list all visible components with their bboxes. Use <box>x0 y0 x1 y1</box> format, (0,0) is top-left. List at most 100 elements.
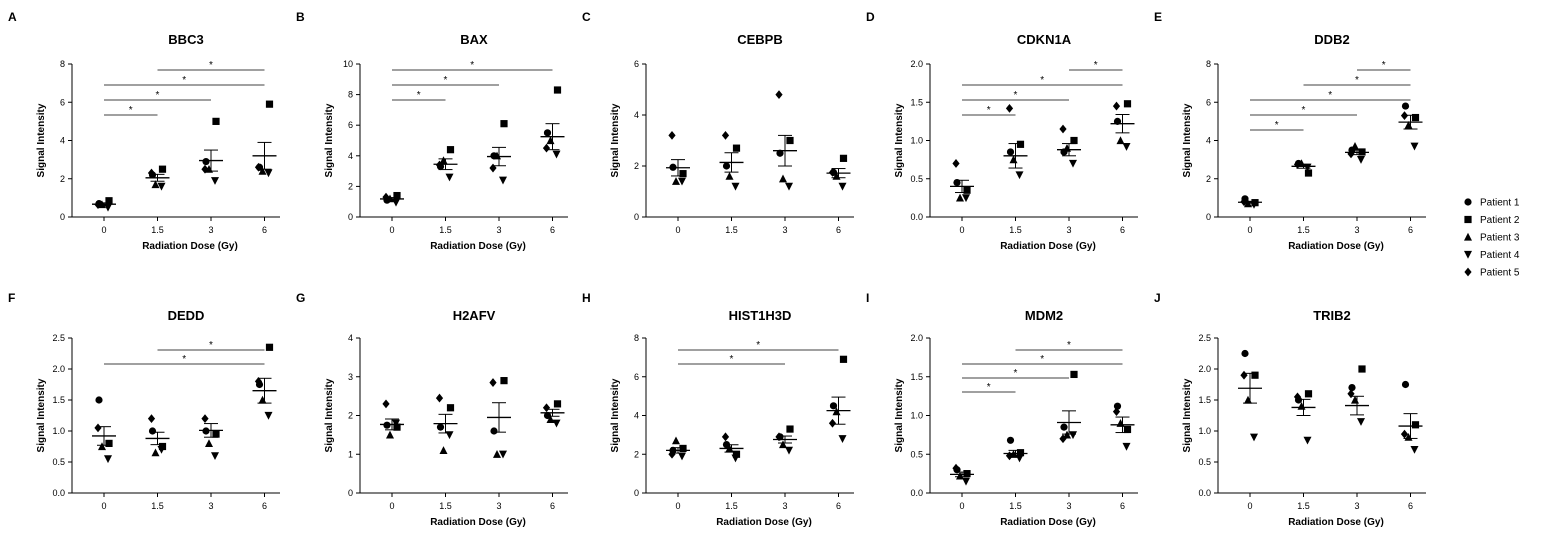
data-point <box>212 117 220 125</box>
data-point <box>785 182 793 191</box>
data-point <box>963 186 971 194</box>
y-tick-label: 8 <box>60 59 65 69</box>
data-point <box>829 402 838 410</box>
data-point <box>1005 451 1014 461</box>
data-point <box>147 168 156 178</box>
data-point <box>1303 163 1312 172</box>
y-tick-label: 0.0 <box>910 488 923 498</box>
legend-marker <box>1464 215 1472 224</box>
panel-letter: H <box>582 291 591 305</box>
data-point <box>672 436 680 445</box>
chart-panel-J: J TRIB2 0.0 0.5 1.0 1.5 2.0 2.5 0 1.5 3 6 Radiation … <box>1154 291 1426 528</box>
data-point <box>1070 370 1078 379</box>
chart-panel-A: A BBC3 0 2 4 6 8 0 1.5 3 6 Radiation Dose (Gy) Signa… <box>8 10 280 252</box>
y-tick-label: 1.0 <box>1198 426 1211 436</box>
y-tick-label: 2.0 <box>910 59 923 69</box>
data-point <box>445 173 454 182</box>
data-point <box>1122 143 1131 151</box>
legend-marker <box>1464 198 1472 206</box>
data-point <box>732 450 741 458</box>
data-point <box>211 177 219 185</box>
y-tick-label: 6 <box>60 97 65 107</box>
x-axis-label: Radiation Dose (Gy) <box>430 517 526 528</box>
data-point <box>552 419 561 428</box>
data-point <box>151 180 160 189</box>
data-point <box>722 162 731 170</box>
significance-star: * <box>1382 60 1386 71</box>
data-point <box>839 355 848 363</box>
data-point <box>1123 100 1132 108</box>
y-tick-label: 0 <box>348 212 353 222</box>
y-axis-label: Signal Intensity <box>610 378 621 452</box>
x-tick-label: 3 <box>496 501 501 511</box>
y-tick-label: 0.0 <box>910 212 923 222</box>
y-axis-label: Signal Intensity <box>36 378 47 452</box>
data-point <box>1357 156 1365 164</box>
data-point <box>500 120 508 128</box>
y-tick-label: 0 <box>60 212 65 222</box>
data-point <box>725 172 734 180</box>
legend-label: Patient 4 <box>1480 250 1520 261</box>
data-point <box>499 176 507 185</box>
data-point <box>956 471 964 480</box>
data-point <box>1347 149 1355 159</box>
data-point <box>1016 449 1025 457</box>
data-point <box>1070 136 1078 145</box>
data-point <box>1006 148 1015 156</box>
data-point <box>1113 402 1122 410</box>
chart-panel-I: I MDM2 0.0 0.5 1.0 1.5 2.0 0 1.5 3 6 Radiation Dose… <box>866 291 1138 528</box>
panel-letter: F <box>8 291 15 305</box>
data-point <box>435 393 444 403</box>
chart-panel-B: B BAX 0 2 4 6 8 10 0 1.5 3 6 Radiation Dose (Gy) Sign… <box>296 10 568 252</box>
data-point <box>543 411 552 420</box>
y-axis-label: Signal Intensity <box>610 103 621 177</box>
y-tick-label: 6 <box>1206 97 1211 107</box>
y-tick-label: 2.0 <box>52 364 65 374</box>
y-axis-label: Signal Intensity <box>1182 103 1193 177</box>
significance-star: * <box>1302 105 1306 116</box>
data-point <box>785 446 793 455</box>
y-tick-label: 10 <box>343 59 353 69</box>
data-point <box>552 150 561 159</box>
data-point <box>1241 349 1249 358</box>
y-tick-label: 6 <box>348 120 353 130</box>
x-tick-label: 0 <box>675 501 680 511</box>
data-point <box>157 182 166 191</box>
x-tick-label: 6 <box>1408 501 1413 511</box>
significance-star: * <box>987 105 991 116</box>
x-axis-label: Radiation Dose (Gy) <box>1000 241 1096 252</box>
data-point <box>201 414 209 423</box>
data-point <box>1009 155 1018 164</box>
y-tick-label: 0 <box>634 488 639 498</box>
data-point <box>490 427 498 435</box>
x-tick-label: 0 <box>959 225 964 235</box>
y-tick-label: 8 <box>348 90 353 100</box>
x-tick-label: 3 <box>782 225 787 235</box>
x-tick-label: 6 <box>1408 225 1413 235</box>
data-point <box>393 423 401 431</box>
x-tick-label: 0 <box>675 225 680 235</box>
significance-star: * <box>417 90 421 101</box>
chart-title: H2AFV <box>453 308 496 323</box>
data-point <box>258 166 267 175</box>
data-point <box>1240 370 1248 380</box>
data-point <box>1304 390 1313 398</box>
data-point <box>439 446 448 454</box>
y-tick-label: 4 <box>634 110 639 120</box>
data-point <box>382 399 390 409</box>
data-point <box>839 154 848 162</box>
x-tick-label: 6 <box>550 501 555 511</box>
data-point <box>392 419 400 428</box>
data-point <box>1122 442 1131 451</box>
legend-label: Patient 2 <box>1480 215 1520 226</box>
significance-star: * <box>129 105 133 116</box>
y-tick-label: 4 <box>1206 136 1211 146</box>
x-tick-label: 1.5 <box>725 501 738 511</box>
x-tick-label: 3 <box>1066 225 1071 235</box>
data-point <box>779 174 787 183</box>
x-tick-label: 1.5 <box>151 225 164 235</box>
x-tick-label: 0 <box>1247 501 1252 511</box>
significance-star: * <box>444 75 448 86</box>
data-point <box>952 159 960 168</box>
y-tick-label: 0 <box>1206 212 1211 222</box>
